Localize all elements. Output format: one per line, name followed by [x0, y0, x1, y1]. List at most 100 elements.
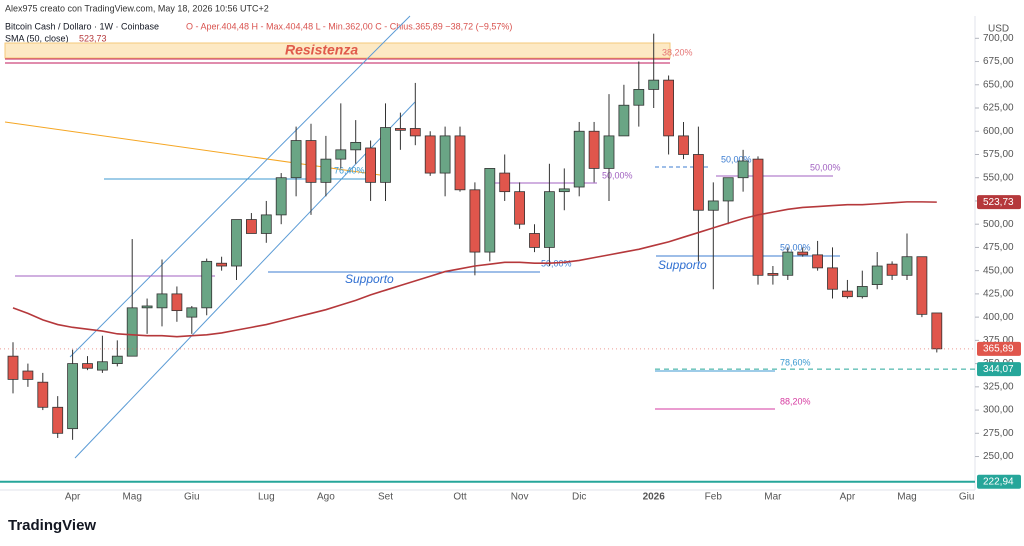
- candle-body: [454, 135, 466, 191]
- candle-body: [394, 128, 406, 131]
- price-label: 523,73: [983, 197, 1014, 208]
- candle-body: [171, 293, 183, 312]
- candle-body: [424, 135, 436, 174]
- price-label: 344,07: [983, 364, 1014, 375]
- candle-body: [856, 286, 868, 298]
- candle-body: [126, 307, 138, 357]
- candle-body: [722, 177, 734, 202]
- candle-body: [260, 214, 272, 234]
- candle-body: [335, 149, 347, 160]
- candle-body: [827, 267, 838, 290]
- candle-body: [573, 130, 585, 188]
- y-tick-label: 650,00: [983, 79, 1014, 90]
- candle-body: [97, 361, 108, 371]
- candle-body: [350, 141, 362, 151]
- annotation: 50,00%: [602, 170, 633, 180]
- channel-line: [69, 15, 411, 358]
- currency: USD: [988, 24, 1009, 35]
- y-tick-label: 600,00: [983, 126, 1014, 137]
- candle-body: [186, 307, 198, 318]
- candle-body: [82, 363, 93, 369]
- candle-body: [737, 160, 749, 179]
- ohlc: O - Aper.404,48 H - Max.404,48 L - Min.3…: [186, 21, 512, 31]
- candle-body: [782, 251, 794, 276]
- annotation: 88,20%: [780, 396, 811, 406]
- y-tick-label: 575,00: [983, 149, 1014, 160]
- candle-body: [529, 233, 540, 248]
- channel-line: [74, 101, 416, 459]
- plot: [7, 33, 943, 440]
- candle-body: [812, 254, 823, 269]
- x-tick-label: Mag: [897, 492, 916, 503]
- candle-body: [663, 79, 674, 137]
- candle-body: [842, 290, 853, 298]
- candle-body: [305, 140, 317, 183]
- candle-body: [633, 89, 645, 106]
- y-tick-label: 275,00: [983, 428, 1014, 439]
- candle-body: [693, 154, 704, 211]
- price-label-box: [977, 341, 1021, 356]
- brand: TradingView: [8, 517, 96, 534]
- candle-body: [544, 191, 555, 248]
- candle-body: [22, 370, 34, 380]
- annotation: 50,00%: [810, 162, 841, 172]
- trend-line: [4, 121, 381, 176]
- y-tick-label: 550,00: [983, 172, 1014, 183]
- drawings: Resistenza Supporto Supporto 38,20% 76,4…: [4, 15, 841, 459]
- y-tick-label: 700,00: [983, 33, 1014, 44]
- x-tick-label: Apr: [840, 492, 856, 503]
- candle-body: [931, 312, 943, 350]
- x-tick-label: Mag: [122, 492, 141, 503]
- price-label-box: [977, 362, 1021, 377]
- candle-body: [886, 263, 898, 276]
- candle-body: [380, 127, 391, 183]
- annotation: Resistenza: [285, 42, 358, 58]
- candle-body: [409, 128, 421, 137]
- sma-line: [12, 201, 937, 338]
- candle-body: [290, 140, 302, 179]
- candle-body: [201, 260, 213, 309]
- candle-body: [111, 355, 123, 364]
- y-tick-label: 400,00: [983, 312, 1014, 323]
- annotation: 50,00%: [721, 154, 752, 164]
- candle-body: [365, 147, 377, 183]
- price-label-box: [977, 195, 1021, 210]
- candle-body: [469, 189, 481, 253]
- x-tick-label: Giu: [959, 492, 975, 503]
- annotation: 38,20%: [662, 47, 693, 57]
- credit: Alex975 creato con TradingView.com, May …: [5, 3, 269, 13]
- candle-body: [67, 363, 78, 430]
- candle-body: [141, 305, 153, 309]
- price-label: 365,89: [983, 343, 1014, 354]
- resistance-zone: [4, 42, 671, 59]
- candle-body: [320, 158, 332, 183]
- x-tick-label: Mar: [764, 492, 782, 503]
- x-tick-label: Ott: [453, 492, 467, 503]
- candle-body: [439, 135, 451, 174]
- x-tick-label: Ago: [317, 492, 335, 503]
- candle-body: [216, 262, 228, 267]
- y-tick-label: 375,00: [983, 335, 1014, 346]
- annotation: Supporto: [658, 258, 707, 272]
- candle-body: [52, 406, 64, 434]
- candle-body: [797, 251, 809, 256]
- annotation: 50,00%: [780, 242, 811, 252]
- indicator-value: 523,73: [79, 33, 107, 43]
- candle-body: [752, 158, 764, 276]
- candle-body: [678, 135, 689, 155]
- candle-body: [707, 200, 719, 211]
- y-tick-label: 675,00: [983, 56, 1014, 67]
- y-tick-label: 250,00: [983, 451, 1014, 462]
- candle-body: [484, 168, 496, 253]
- candle-body: [245, 219, 257, 234]
- x-tick-label: Lug: [258, 492, 275, 503]
- candle-body: [916, 256, 928, 315]
- x-tick-label: Apr: [65, 492, 81, 503]
- x-tick-label: Dic: [572, 492, 586, 503]
- candle-body: [231, 219, 242, 267]
- y-tick-label: 325,00: [983, 381, 1014, 392]
- price-label-box: [977, 474, 1021, 489]
- candle-body: [7, 355, 19, 380]
